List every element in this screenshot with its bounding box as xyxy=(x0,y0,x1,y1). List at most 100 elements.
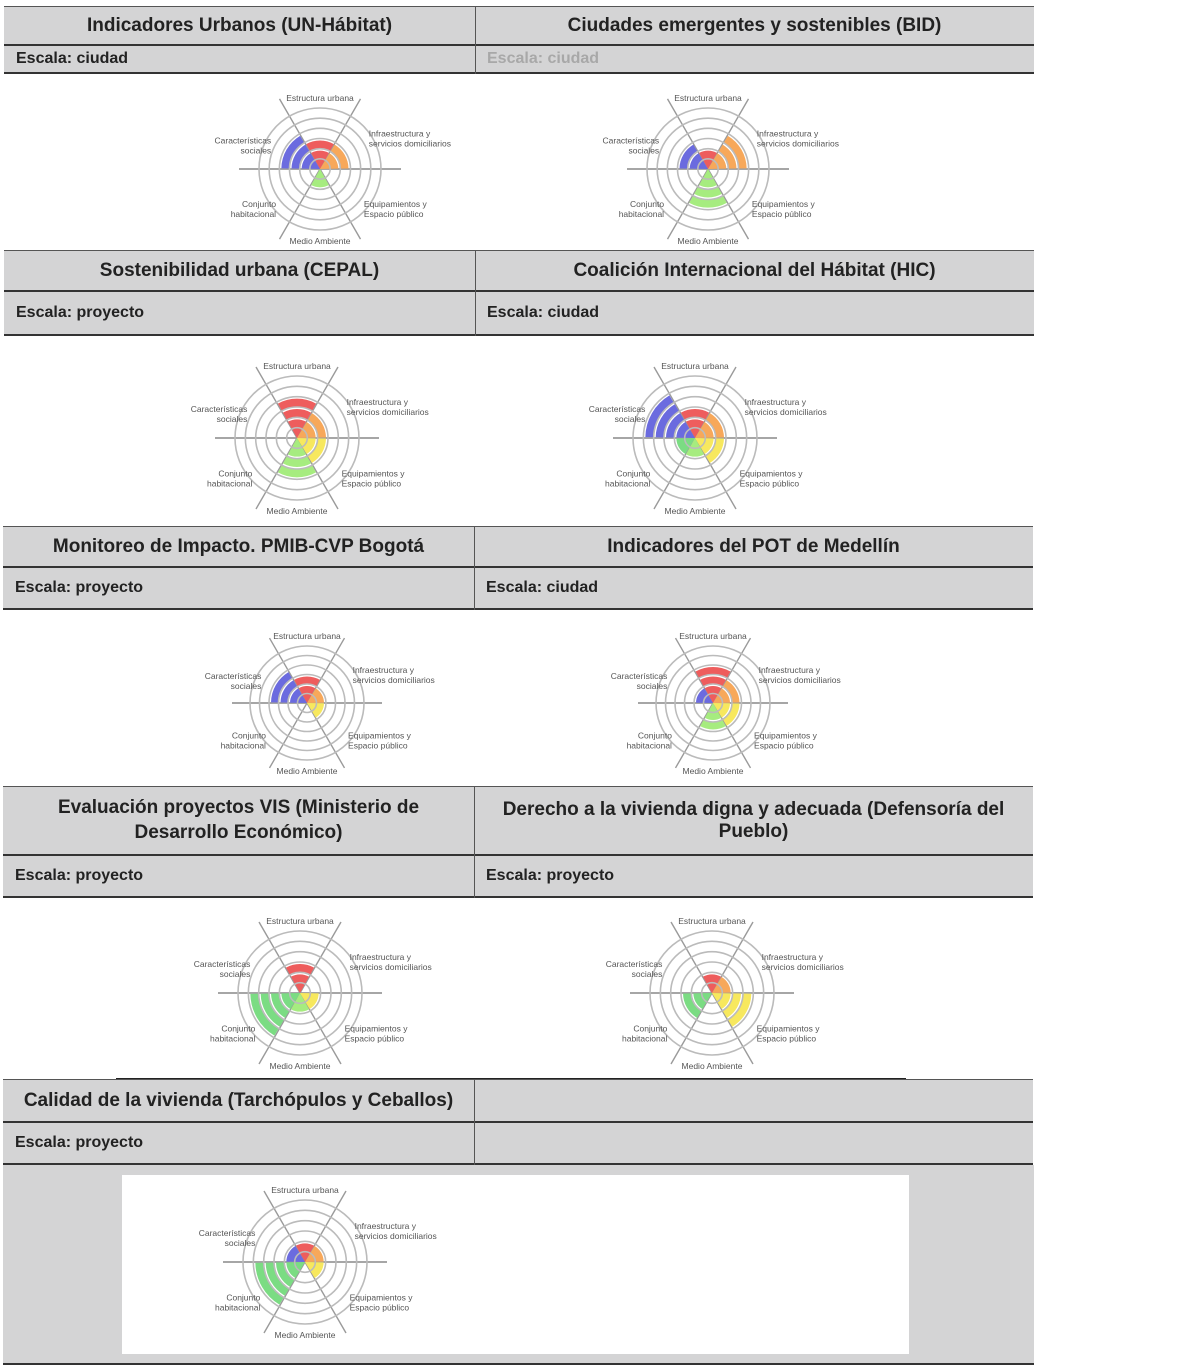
sector-4-level-1 xyxy=(699,169,717,188)
grid-ring xyxy=(642,385,748,491)
sector-3-level-2 xyxy=(705,438,724,463)
grid-ring xyxy=(700,981,724,1005)
grid-ring xyxy=(298,147,342,191)
grid-ring xyxy=(655,645,771,761)
panel-scale-8: Escala: proyecto xyxy=(474,856,1033,898)
sector-4-level-2 xyxy=(694,186,722,198)
category-label-2: Infraestructura y servicios domiciliarios xyxy=(745,397,827,417)
grid-ring xyxy=(288,981,312,1005)
grid-ring xyxy=(268,961,332,1025)
polar-chart-6: Estructura urbana Infraestructura y servic… xyxy=(611,631,841,776)
grid-ring xyxy=(296,692,318,714)
grid-ring xyxy=(632,375,758,501)
sector-1-level-1 xyxy=(295,1243,315,1262)
grid-ring xyxy=(683,426,707,450)
category-label-2: Infraestructura y servicios domiciliarios xyxy=(347,397,429,417)
category-label-2: Infraestructura y servicios domiciliarios xyxy=(369,129,451,149)
category-label-2: Infraestructura y servicios domiciliarios xyxy=(757,129,839,149)
sector-6-level-1 xyxy=(301,153,320,169)
sector-4-level-1 xyxy=(290,993,310,1012)
category-label-6: Características sociales xyxy=(199,1228,256,1248)
category-label-5: Conjunto habitacional xyxy=(207,468,253,488)
category-label-6: Características sociales xyxy=(205,671,262,691)
category-label-1: Estructura urbana xyxy=(286,93,354,103)
grid-ring xyxy=(275,416,319,460)
sector-1-level-2 xyxy=(285,964,315,975)
category-label-6: Características sociales xyxy=(215,135,272,155)
sector-1-level-1 xyxy=(287,419,307,438)
category-label-4: Medio Ambiente xyxy=(290,236,351,246)
sector-2-level-3 xyxy=(723,135,747,169)
grid-ring xyxy=(646,107,770,231)
grid-ring xyxy=(686,147,730,191)
column-divider xyxy=(475,6,476,74)
sector-3-level-1 xyxy=(300,993,319,1009)
polar-chart-2: Estructura urbana Infraestructura y servic… xyxy=(603,93,839,246)
category-label-1: Estructura urbana xyxy=(273,631,341,641)
grid-ring xyxy=(659,940,765,1046)
polar-chart-8: Estructura urbana Infraestructura y servic… xyxy=(606,916,844,1071)
category-label-1: Estructura urbana xyxy=(679,631,747,641)
panel-scale-9: Escala: proyecto xyxy=(3,1123,474,1165)
sector-6-level-2 xyxy=(679,144,698,169)
grid-ring xyxy=(649,930,775,1056)
grid-ring xyxy=(285,426,309,450)
polar-chart-4: Estructura urbana Infraestructura y servic… xyxy=(589,361,827,516)
category-label-5: Conjunto habitacional xyxy=(622,1023,668,1043)
panel-title-9: Calidad de la vivienda (Tarchópulos y Ce… xyxy=(3,1079,474,1123)
sector-4-level-1 xyxy=(685,438,705,457)
sector-1-level-2 xyxy=(294,676,320,687)
category-label-2: Infraestructura y servicios domiciliarios xyxy=(350,952,432,972)
grid-ring xyxy=(664,654,762,752)
sector-3-level-1 xyxy=(695,438,714,454)
sector-6-level-2 xyxy=(280,680,298,703)
panel-scale-7: Escala: proyecto xyxy=(3,856,474,898)
sector-2-level-1 xyxy=(712,977,731,993)
category-label-5: Conjunto habitacional xyxy=(627,730,673,750)
category-label-6: Características sociales xyxy=(603,135,660,155)
grid-ring xyxy=(702,692,724,714)
category-label-3: Equipamientos y Espacio público xyxy=(350,1292,414,1312)
panel-title-5: Monitoreo de Impacto. PMIB-CVP Bogotá xyxy=(3,526,474,568)
grid-ring xyxy=(690,971,734,1015)
category-label-3: Equipamientos y Espacio público xyxy=(364,199,428,219)
category-label-1: Estructura urbana xyxy=(263,361,331,371)
panel-scale-2: Escala: ciudad xyxy=(475,46,1034,74)
sector-2-level-1 xyxy=(713,688,730,703)
grid-ring xyxy=(283,1240,327,1284)
column-divider xyxy=(474,526,475,610)
sector-2-level-2 xyxy=(722,680,740,703)
grid-ring xyxy=(278,127,362,211)
grid-ring xyxy=(287,683,327,723)
sector-5-level-1 xyxy=(693,993,712,1009)
grid-ring xyxy=(244,385,350,491)
sector-2-level-1 xyxy=(708,153,727,169)
sector-2-level-1 xyxy=(695,422,714,438)
category-label-1: Estructura urbana xyxy=(271,1185,339,1195)
sector-3-level-1 xyxy=(713,703,730,718)
grid-ring xyxy=(234,375,360,501)
panel-scale-empty xyxy=(474,1123,1033,1165)
grid-ring xyxy=(277,673,337,733)
category-label-3: Equipamientos y Espacio público xyxy=(740,468,804,488)
category-label-2: Infraestructura y servicios domiciliarios xyxy=(759,665,841,685)
column-divider xyxy=(474,786,475,898)
grid-ring xyxy=(673,416,717,460)
category-label-4: Medio Ambiente xyxy=(270,1061,331,1071)
grid-ring xyxy=(247,940,353,1046)
sector-4-level-1 xyxy=(311,169,329,188)
panel-scale-4: Escala: ciudad xyxy=(475,292,1034,336)
polar-chart-1: Estructura urbana Infraestructura y servic… xyxy=(215,93,451,246)
grid-ring xyxy=(680,961,744,1025)
panel-title-6: Indicadores del POT de Medellín xyxy=(474,526,1033,568)
sector-6-level-2 xyxy=(666,413,685,438)
sector-2-level-1 xyxy=(297,422,316,438)
category-label-1: Estructura urbana xyxy=(678,916,746,926)
grid-ring xyxy=(262,1219,348,1305)
category-label-4: Medio Ambiente xyxy=(275,1330,336,1340)
sector-2-level-1 xyxy=(307,688,324,703)
category-label-5: Conjunto habitacional xyxy=(215,1292,261,1312)
grid-ring xyxy=(268,117,372,221)
sector-6-level-1 xyxy=(696,688,713,703)
panel-scale-1: Escala: ciudad xyxy=(4,46,475,74)
